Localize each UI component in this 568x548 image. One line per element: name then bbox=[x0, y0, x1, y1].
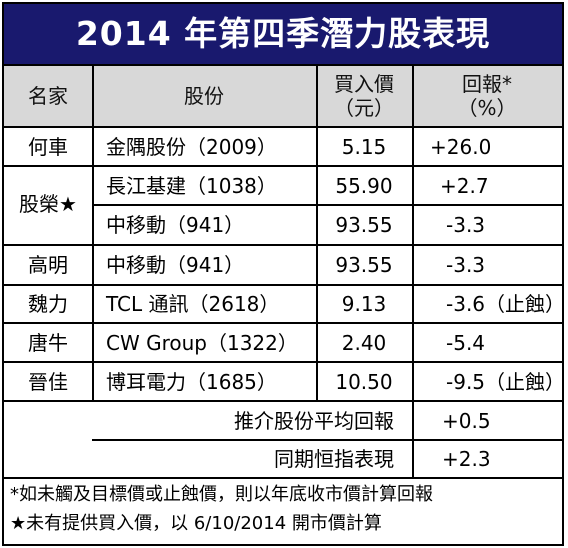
row-stock: 博耳電力（1685） bbox=[106, 370, 277, 394]
header-price-line1: 買入價 bbox=[334, 72, 394, 96]
row-name: 魏力 bbox=[28, 292, 68, 316]
row-return: -3.3 bbox=[446, 213, 486, 237]
header-return: 回報* （%） bbox=[412, 66, 562, 126]
header-stock-label: 股份 bbox=[184, 84, 224, 108]
table-title: 2014 年第四季潛力股表現 bbox=[4, 4, 562, 64]
row-divider bbox=[4, 322, 562, 324]
header-row: 名家 股份 買入價 （元） 回報* （%） bbox=[4, 64, 562, 128]
row-price: 2.40 bbox=[341, 331, 387, 355]
header-name: 名家 bbox=[4, 66, 92, 126]
row-name: 晉佳 bbox=[28, 370, 68, 394]
summary-value: +2.3 bbox=[442, 447, 491, 471]
column-divider bbox=[316, 128, 318, 400]
header-stock: 股份 bbox=[92, 66, 316, 126]
row-stock: 中移動（941） bbox=[106, 253, 245, 277]
column-divider bbox=[92, 128, 94, 324]
row-name bbox=[4, 207, 92, 243]
row-return: -5.4 bbox=[446, 331, 486, 355]
header-name-label: 名家 bbox=[28, 84, 68, 108]
summary-label: 推介股份平均回報 bbox=[234, 409, 394, 433]
row-divider bbox=[4, 284, 562, 286]
row-divider bbox=[92, 439, 562, 441]
header-price: 買入價 （元） bbox=[316, 66, 412, 126]
row-name: 何車 bbox=[28, 135, 68, 159]
row-divider bbox=[4, 244, 562, 246]
row-price: 93.55 bbox=[335, 253, 393, 277]
footnote-target-price: *如未觸及目標價或止蝕價，則以年底收市價計算回報 bbox=[10, 484, 433, 505]
summary-label: 同期恒指表現 bbox=[274, 447, 394, 471]
row-price: 55.90 bbox=[335, 174, 393, 198]
row-return: -3.3 bbox=[446, 253, 486, 277]
row-divider bbox=[4, 400, 562, 402]
row-name: 股榮★ bbox=[19, 192, 77, 216]
header-return-line2: （%） bbox=[457, 96, 517, 120]
row-divider bbox=[4, 165, 562, 167]
row-return: -9.5（止蝕） bbox=[446, 370, 566, 394]
table-bottom-border bbox=[4, 477, 562, 479]
row-divider bbox=[4, 361, 562, 363]
row-divider bbox=[92, 204, 562, 206]
column-divider bbox=[412, 128, 414, 478]
header-divider bbox=[92, 66, 94, 126]
row-return: +26.0 bbox=[430, 135, 492, 159]
row-name: 高明 bbox=[28, 253, 68, 277]
row-stock: 金隅股份（2009） bbox=[106, 135, 277, 159]
row-stock: CW Group（1322） bbox=[106, 331, 298, 355]
summary-value: +0.5 bbox=[442, 409, 491, 433]
row-stock: TCL 通訊（2618） bbox=[106, 292, 280, 316]
row-price: 10.50 bbox=[335, 370, 393, 394]
header-return-line1: 回報* bbox=[462, 72, 512, 96]
header-price-line2: （元） bbox=[334, 96, 394, 120]
row-stock: 中移動（941） bbox=[106, 213, 245, 237]
footnote-buy-price: ★未有提供買入價，以 6/10/2014 開市價計算 bbox=[10, 513, 382, 534]
row-stock: 長江基建（1038） bbox=[106, 174, 277, 198]
header-divider bbox=[412, 66, 414, 126]
row-return: -3.6（止蝕） bbox=[446, 292, 566, 316]
row-price: 9.13 bbox=[341, 292, 387, 316]
header-divider bbox=[316, 66, 318, 126]
row-price: 93.55 bbox=[335, 213, 393, 237]
row-name: 唐牛 bbox=[28, 331, 68, 355]
column-divider bbox=[92, 324, 94, 400]
row-return: +2.7 bbox=[440, 174, 489, 198]
row-price: 5.15 bbox=[341, 135, 387, 159]
